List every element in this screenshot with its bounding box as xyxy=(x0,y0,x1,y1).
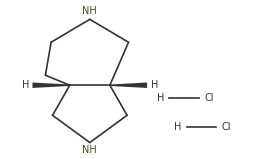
Text: H: H xyxy=(157,93,164,103)
Polygon shape xyxy=(32,83,70,88)
Polygon shape xyxy=(110,83,147,88)
Text: NH: NH xyxy=(82,6,97,16)
Text: H: H xyxy=(174,122,181,132)
Text: NH: NH xyxy=(82,145,97,155)
Text: H: H xyxy=(22,80,29,90)
Text: H: H xyxy=(151,80,158,90)
Text: Cl: Cl xyxy=(222,122,231,132)
Text: Cl: Cl xyxy=(204,93,214,103)
